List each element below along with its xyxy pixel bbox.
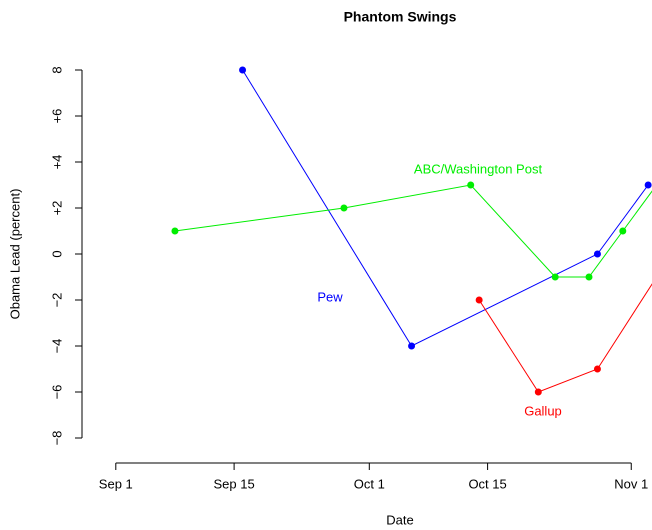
- data-point: [467, 181, 475, 189]
- data-point: [171, 227, 179, 235]
- y-axis-label: Obama Lead (percent): [7, 189, 22, 320]
- data-point: [534, 388, 542, 396]
- data-point: [475, 296, 483, 304]
- y-tick-label: −2: [49, 293, 64, 308]
- data-point: [593, 365, 601, 373]
- x-tick-label: Oct 15: [468, 476, 506, 491]
- series-label: Gallup: [524, 403, 562, 418]
- y-tick-label: −6: [49, 385, 64, 400]
- data-point: [644, 181, 652, 189]
- y-tick-label: +6: [49, 109, 64, 124]
- x-tick-label: Sep 15: [213, 476, 254, 491]
- data-point: [239, 66, 247, 74]
- data-point: [619, 227, 627, 235]
- y-tick-label: −4: [49, 339, 64, 354]
- data-point: [340, 204, 348, 212]
- data-point: [593, 250, 601, 258]
- y-tick-label: +2: [49, 201, 64, 216]
- chart-title: Phantom Swings: [344, 9, 457, 25]
- x-tick-label: Oct 1: [354, 476, 385, 491]
- series-line: [478, 283, 652, 393]
- y-tick-label: 0: [49, 250, 64, 257]
- data-point: [408, 342, 416, 350]
- y-tick-label: −8: [49, 431, 64, 446]
- series-label: ABC/Washington Post: [414, 161, 543, 176]
- y-tick-label: 8: [49, 66, 64, 73]
- series-line: [174, 184, 652, 278]
- x-tick-label: Nov 1: [614, 476, 648, 491]
- series-label: Pew: [317, 289, 343, 304]
- x-tick-label: Sep 1: [99, 476, 133, 491]
- data-point: [585, 273, 593, 281]
- data-point: [551, 273, 559, 281]
- series-line: [242, 69, 649, 347]
- y-tick-label: +4: [49, 155, 64, 170]
- x-axis-label: Date: [386, 512, 413, 527]
